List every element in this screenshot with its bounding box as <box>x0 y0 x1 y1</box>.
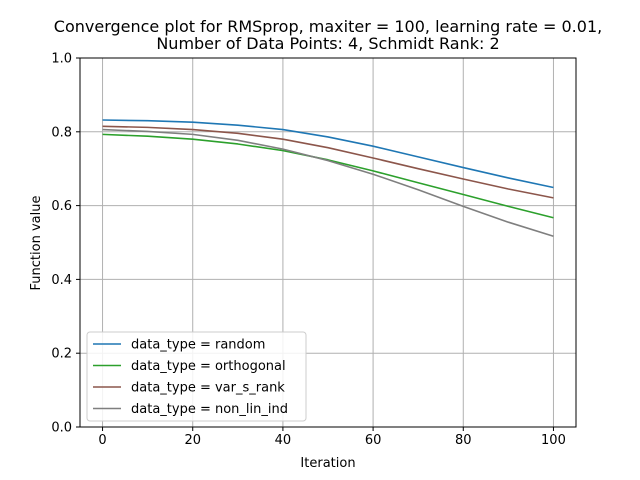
y-tick-label: 0.4 <box>51 273 72 288</box>
x-tick-label: 100 <box>541 433 566 448</box>
y-tick-label: 0.8 <box>51 125 72 140</box>
x-tick-label: 40 <box>275 433 292 448</box>
legend-entry-label: data_type = var_s_rank <box>131 381 285 396</box>
legend-entry-label: data_type = random <box>131 338 265 353</box>
legend-entry-label: data_type = non_lin_ind <box>131 402 288 417</box>
x-tick-label: 0 <box>98 433 106 448</box>
x-tick-label: 60 <box>365 433 382 448</box>
series-line-3 <box>102 128 554 237</box>
y-tick-label: 0.6 <box>51 199 72 214</box>
y-tick-label: 0.2 <box>51 347 72 362</box>
axis-ticks: 0 20 40 60 80 100 0.0 0.2 0.4 0.6 0.8 1.0 <box>51 52 566 449</box>
legend: data_type = random data_type = orthogonal… <box>86 331 307 422</box>
chart-title-line1: Convergence plot for RMSprop, maxiter = … <box>54 17 602 36</box>
y-axis-label: Function value <box>29 196 44 291</box>
y-tick-label: 0.0 <box>51 421 72 436</box>
series-line-2 <box>102 125 554 199</box>
plot-frame <box>79 57 577 428</box>
x-axis-label: Iteration <box>300 456 355 471</box>
chart-title-line2: Number of Data Points: 4, Schmidt Rank: … <box>156 34 499 53</box>
legend-box <box>86 331 307 422</box>
x-tick-label: 20 <box>184 433 201 448</box>
legend-entry-label: data_type = orthogonal <box>131 359 286 374</box>
series-lines <box>102 119 554 237</box>
x-tick-label: 80 <box>455 433 472 448</box>
series-line-0 <box>102 119 554 189</box>
y-tick-label: 1.0 <box>51 52 72 67</box>
